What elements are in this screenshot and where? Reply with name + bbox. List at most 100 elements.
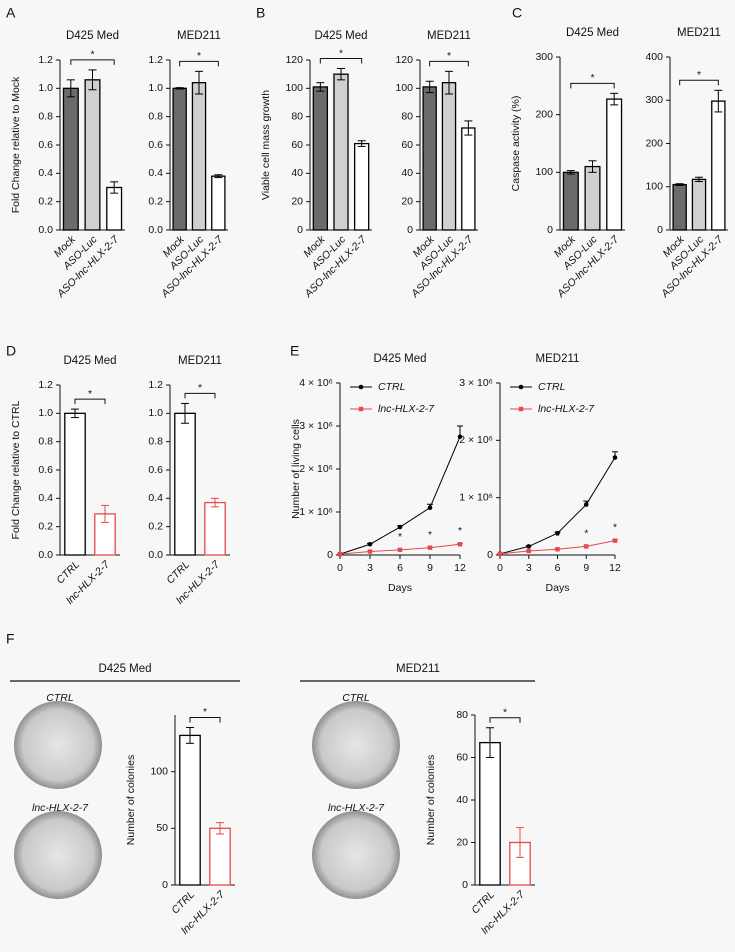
y-tick-label: 1.0 bbox=[38, 82, 53, 94]
x-tick-label: CTRL bbox=[54, 558, 82, 586]
y-tick-label: 0 bbox=[407, 224, 413, 236]
y-tick-label: 0.2 bbox=[148, 520, 163, 532]
y-tick-label: 20 bbox=[291, 195, 303, 207]
legend-label: CTRL bbox=[538, 381, 566, 393]
chart-title: MED211 bbox=[427, 30, 471, 42]
significance-label: * bbox=[584, 528, 588, 540]
x-tick-label: 3 bbox=[367, 562, 373, 574]
sample-label: lnc-HLX-2-7 bbox=[328, 802, 385, 814]
chart: 0 1 × 10⁶ 2 × 10⁶ 3 × 10⁶ 4 × 10⁶ D425 Med Num… bbox=[290, 353, 466, 594]
y-tick-label: 60 bbox=[401, 139, 413, 151]
y-tick-label: 100 bbox=[535, 166, 553, 178]
y-tick-label: 0 bbox=[327, 549, 333, 561]
x-axis-label: Days bbox=[546, 582, 570, 594]
x-tick-label: 9 bbox=[583, 562, 589, 574]
point bbox=[555, 547, 560, 552]
significance-label: * bbox=[90, 49, 94, 61]
significance-label: * bbox=[447, 50, 451, 62]
legend-marker bbox=[358, 384, 364, 390]
chart: 0 20 40 60 80 100 120 D425 Med Viable cell mass … bbox=[260, 30, 372, 301]
point bbox=[367, 549, 373, 554]
y-tick-label: 0.0 bbox=[38, 549, 53, 561]
y-tick-label: 0.4 bbox=[38, 167, 53, 179]
chart-title: D425 Med bbox=[314, 30, 367, 42]
y-tick-label: 40 bbox=[291, 167, 303, 179]
x-tick-label: 3 bbox=[526, 562, 532, 574]
y-tick-label: 0 bbox=[657, 224, 663, 236]
legend-marker bbox=[518, 406, 524, 412]
point bbox=[397, 524, 403, 530]
significance-label: * bbox=[203, 706, 207, 718]
point bbox=[397, 547, 403, 553]
y-tick-label: 0.8 bbox=[148, 110, 163, 122]
y-tick-label: 80 bbox=[401, 110, 413, 122]
y-tick-label: 1.2 bbox=[148, 54, 163, 66]
bar bbox=[106, 186, 123, 231]
point bbox=[337, 551, 343, 557]
y-tick-label: 1.2 bbox=[38, 54, 53, 66]
y-axis-label: Number of colonies bbox=[125, 755, 137, 845]
legend-marker bbox=[358, 406, 364, 412]
y-tick-label: 80 bbox=[456, 709, 468, 721]
y-tick-label: 50 bbox=[156, 822, 168, 834]
y-tick-label: 0.0 bbox=[38, 224, 53, 236]
bar bbox=[174, 412, 196, 556]
y-tick-label: 0.8 bbox=[38, 110, 53, 122]
point bbox=[555, 530, 560, 536]
significance-label: * bbox=[398, 531, 402, 543]
y-axis-label: Fold Change relative to CTRL bbox=[10, 400, 22, 539]
y-tick-label: 0.4 bbox=[148, 167, 163, 179]
bar bbox=[584, 165, 601, 231]
y-tick-label: 1.0 bbox=[148, 407, 163, 419]
y-tick-label: 40 bbox=[401, 167, 413, 179]
bar bbox=[461, 127, 476, 231]
chart-title: D425 Med bbox=[373, 353, 426, 365]
panel-letter: F bbox=[6, 631, 15, 647]
legend-label: lnc-HLX-2-7 bbox=[538, 403, 595, 415]
bar bbox=[353, 142, 370, 231]
y-axis-label: Fold Change relative to Mock bbox=[10, 76, 22, 213]
y-tick-label: 20 bbox=[456, 836, 468, 848]
significance-bracket bbox=[70, 59, 115, 65]
y-tick-label: 0 bbox=[487, 549, 493, 561]
significance-bracket bbox=[189, 716, 221, 723]
significance-bracket bbox=[179, 60, 219, 67]
bar bbox=[672, 183, 687, 231]
point bbox=[583, 502, 589, 507]
y-tick-label: 80 bbox=[291, 110, 303, 122]
y-tick-label: 1 × 10⁶ bbox=[299, 506, 333, 518]
significance-bracket bbox=[489, 717, 521, 723]
panel-letter: C bbox=[512, 5, 522, 21]
chart-title: D425 Med bbox=[566, 27, 619, 39]
y-tick-label: 60 bbox=[456, 751, 468, 763]
dish-image bbox=[312, 811, 400, 899]
y-tick-label: 1.0 bbox=[38, 407, 53, 419]
bar bbox=[479, 741, 501, 886]
y-tick-label: 0 bbox=[297, 224, 303, 236]
bar bbox=[606, 98, 623, 231]
dish-image bbox=[312, 701, 400, 789]
panel-letter: E bbox=[290, 343, 299, 359]
panel-letter: A bbox=[6, 5, 16, 21]
y-tick-label: 0.2 bbox=[148, 195, 163, 207]
chart-title: D425 Med bbox=[63, 355, 116, 367]
y-tick-label: 300 bbox=[535, 51, 553, 63]
significance-label: * bbox=[88, 388, 92, 400]
legend-marker bbox=[518, 384, 524, 390]
x-tick-label: 6 bbox=[555, 562, 561, 574]
point bbox=[612, 455, 618, 460]
y-tick-label: 0.6 bbox=[38, 464, 53, 476]
legend-label: CTRL bbox=[378, 381, 406, 393]
chart-title: MED211 bbox=[677, 27, 721, 39]
y-tick-label: 3 × 10⁶ bbox=[299, 420, 333, 432]
y-tick-label: 4 × 10⁶ bbox=[299, 377, 333, 389]
y-tick-label: 120 bbox=[285, 54, 303, 66]
significance-label: * bbox=[197, 50, 201, 62]
significance-bracket bbox=[319, 58, 363, 64]
significance-bracket bbox=[74, 398, 106, 405]
significance-label: * bbox=[697, 69, 701, 81]
y-tick-label: 100 bbox=[150, 765, 168, 777]
dish-images bbox=[14, 701, 400, 899]
